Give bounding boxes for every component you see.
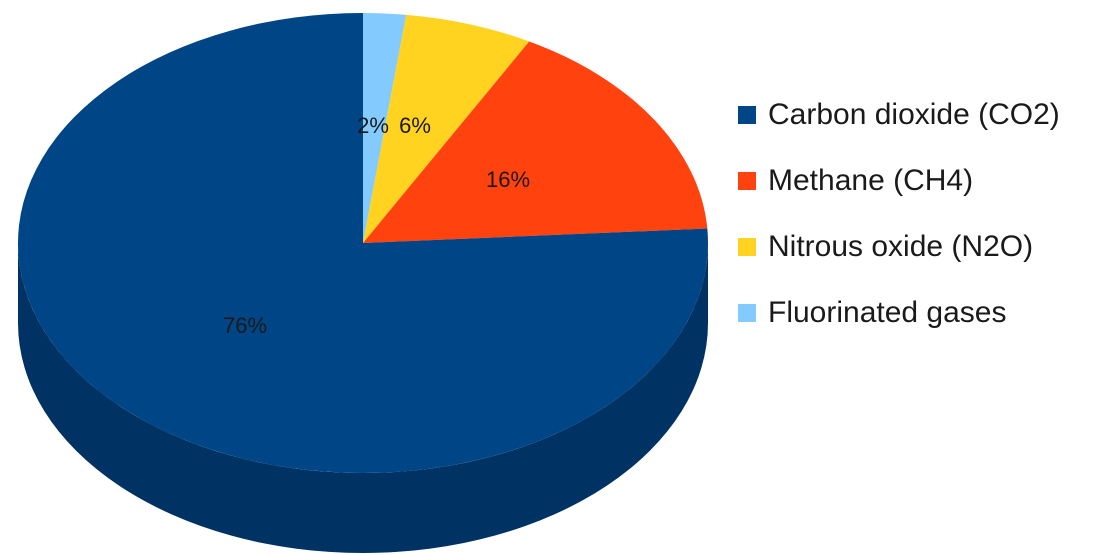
pie-slice-nitrous-oxide xyxy=(363,14,530,244)
legend-swatch-ch4 xyxy=(738,172,756,190)
legend-label-fluorinated: Fluorinated gases xyxy=(768,296,1007,329)
legend-item-co2: Carbon dioxide (CO2) xyxy=(738,82,1060,148)
pie-slice-methane xyxy=(363,41,708,243)
pie-slice-fluorinated-gases xyxy=(363,13,407,243)
pie-label-fluorinated-gases: 2% xyxy=(357,113,389,138)
legend: Carbon dioxide (CO2) Methane (CH4) Nitro… xyxy=(738,82,1060,346)
pie-slice-labels: 2% 6% 16% 76% xyxy=(223,113,530,338)
pie-label-nitrous-oxide: 6% xyxy=(399,113,431,138)
pie-label-methane: 16% xyxy=(486,167,530,192)
pie-side-carbon-dioxide xyxy=(18,243,708,553)
legend-label-co2: Carbon dioxide (CO2) xyxy=(768,98,1060,131)
legend-item-ch4: Methane (CH4) xyxy=(738,148,1060,214)
pie-label-carbon-dioxide: 76% xyxy=(223,313,267,338)
pie-slice-carbon-dioxide xyxy=(17,13,709,473)
legend-swatch-co2 xyxy=(738,106,756,124)
legend-item-n2o: Nitrous oxide (N2O) xyxy=(738,214,1060,280)
legend-label-ch4: Methane (CH4) xyxy=(768,164,974,197)
legend-swatch-fluorinated xyxy=(738,304,756,322)
pie-slices xyxy=(17,13,709,473)
pie-side-walls xyxy=(18,243,708,553)
legend-swatch-n2o xyxy=(738,238,756,256)
legend-label-n2o: Nitrous oxide (N2O) xyxy=(768,230,1034,263)
legend-item-fluorinated: Fluorinated gases xyxy=(738,280,1060,346)
